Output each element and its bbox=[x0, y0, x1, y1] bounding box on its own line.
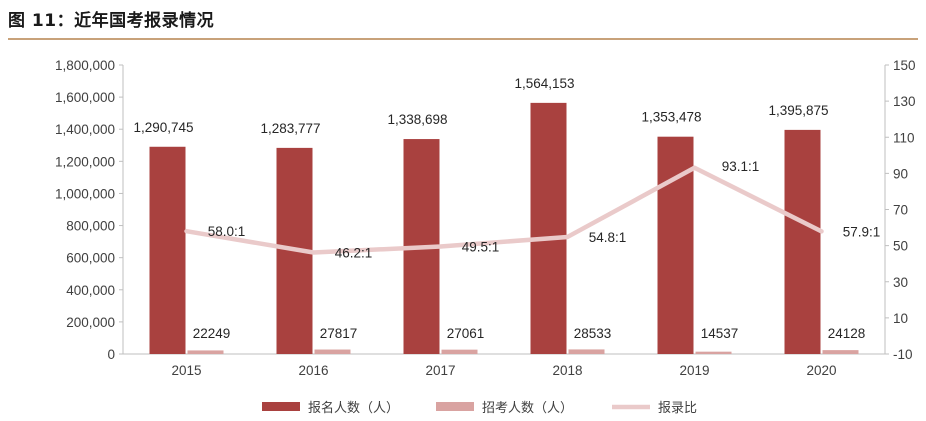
axes: 0 200,000 400,000 600,000 800,000 1,000,000 1,… bbox=[55, 58, 916, 378]
x-tick-label: 2017 bbox=[425, 363, 455, 378]
applicants-bar bbox=[784, 129, 821, 354]
left-tick-label: 400,000 bbox=[66, 283, 115, 298]
legend-label: 报录比 bbox=[658, 400, 697, 415]
ratio-label: 93.1:1 bbox=[722, 159, 760, 174]
right-tick-label: 130 bbox=[893, 94, 916, 109]
recruits-bar bbox=[187, 350, 224, 354]
ratio-polyline bbox=[184, 165, 824, 255]
ratio-label: 46.2:1 bbox=[335, 245, 373, 260]
applicants-bar bbox=[149, 146, 186, 354]
applicants-label: 1,564,153 bbox=[514, 76, 574, 91]
legend-swatch bbox=[262, 402, 300, 411]
recruits-bar bbox=[441, 349, 478, 354]
x-tick-label: 2020 bbox=[806, 363, 836, 378]
recruits-bar bbox=[822, 350, 859, 354]
legend-label: 招考人数（人） bbox=[482, 400, 573, 415]
right-tick-label: 90 bbox=[893, 166, 908, 181]
recruits-bar bbox=[695, 351, 732, 354]
right-tick-label: 10 bbox=[893, 311, 908, 326]
x-tick-label: 2016 bbox=[298, 363, 328, 378]
left-tick-label: 1,600,000 bbox=[55, 90, 115, 105]
recruits-label: 27061 bbox=[447, 326, 485, 341]
right-tick-label: -10 bbox=[893, 347, 913, 362]
recruits-label: 24128 bbox=[828, 326, 866, 341]
ratio-label: 54.8:1 bbox=[589, 230, 627, 245]
applicants-label: 1,395,875 bbox=[768, 103, 828, 118]
applicants-label: 1,283,777 bbox=[260, 121, 320, 136]
applicants-label: 1,353,478 bbox=[641, 110, 701, 125]
chart-title: 图 11：近年国考报录情况 bbox=[8, 11, 215, 31]
legend-label: 报名人数（人） bbox=[308, 400, 399, 415]
left-tick-label: 1,400,000 bbox=[55, 122, 115, 137]
right-tick-label: 70 bbox=[893, 203, 908, 218]
right-tick-label: 50 bbox=[893, 239, 908, 254]
recruits-bar bbox=[568, 349, 605, 354]
right-tick-label: 110 bbox=[893, 130, 915, 145]
left-tick-label: 1,800,000 bbox=[55, 58, 115, 73]
left-tick-label: 1,200,000 bbox=[55, 154, 115, 169]
left-tick-label: 0 bbox=[107, 347, 115, 362]
recruits-bar bbox=[314, 349, 351, 354]
legend: 报名人数（人） 招考人数（人） 报录比 bbox=[262, 400, 697, 415]
applicants-bar bbox=[530, 102, 567, 354]
recruits-label: 22249 bbox=[193, 326, 231, 341]
x-tick-label: 2018 bbox=[552, 363, 582, 378]
left-tick-label: 600,000 bbox=[66, 251, 115, 266]
ratio-line bbox=[184, 165, 824, 255]
applicants-label: 1,338,698 bbox=[387, 112, 447, 127]
ratio-label: 57.9:1 bbox=[843, 224, 881, 239]
ratio-label: 49.5:1 bbox=[462, 240, 500, 255]
right-tick-label: 150 bbox=[893, 58, 916, 73]
left-tick-label: 200,000 bbox=[66, 315, 115, 330]
right-tick-label: 30 bbox=[893, 275, 908, 290]
x-tick-label: 2019 bbox=[679, 363, 709, 378]
legend-swatch bbox=[436, 402, 474, 411]
bars bbox=[149, 102, 859, 354]
data-labels: 1,290,745 22249 1,283,777 27817 1,338,698 270… bbox=[133, 76, 880, 341]
applicants-label: 1,290,745 bbox=[133, 120, 193, 135]
recruits-label: 14537 bbox=[701, 326, 739, 341]
x-tick-label: 2015 bbox=[171, 363, 201, 378]
recruits-label: 27817 bbox=[320, 326, 358, 341]
title-divider bbox=[8, 38, 918, 40]
left-tick-label: 800,000 bbox=[66, 219, 115, 234]
ratio-label: 58.0:1 bbox=[208, 224, 246, 239]
recruits-label: 28533 bbox=[574, 326, 612, 341]
left-tick-label: 1,000,000 bbox=[55, 186, 115, 201]
